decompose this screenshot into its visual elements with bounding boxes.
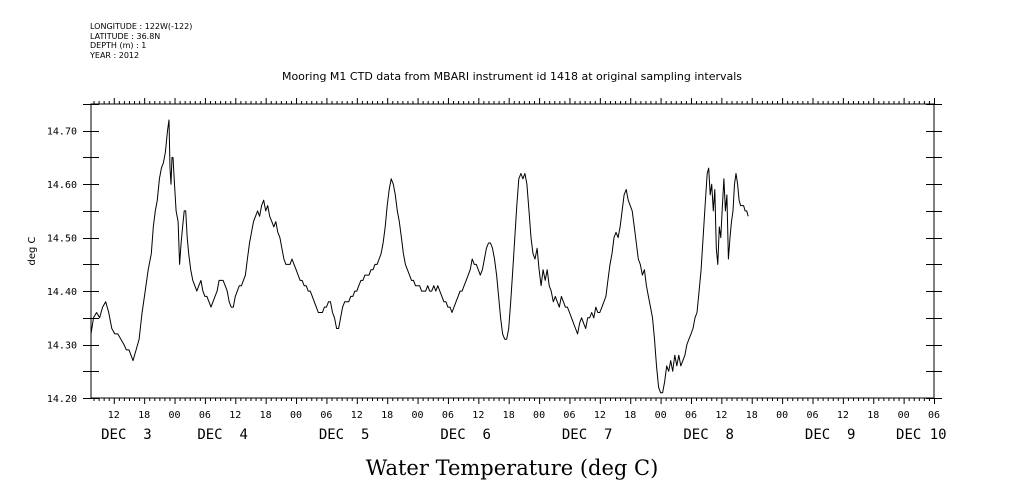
y-tick-label: 14.50 (47, 234, 77, 245)
x-hour-label: 06 (199, 410, 211, 421)
x-day-label: DEC 7 (562, 427, 613, 443)
x-day-label: DEC 6 (440, 427, 491, 443)
x-hour-label: 12 (594, 410, 606, 421)
x-hour-label: 18 (503, 410, 515, 421)
temperature-series-line (90, 119, 749, 394)
x-hour-label: 12 (715, 410, 727, 421)
x-hour-label: 18 (624, 410, 636, 421)
x-hour-label: 12 (837, 410, 849, 421)
x-hour-label: 06 (320, 410, 332, 421)
x-hour-label: 00 (776, 410, 788, 421)
x-day-label: DEC 10 (896, 427, 947, 443)
axes: 14.20 14.30 14.40 14.50 14.60 14.70 12 18 00 06 12… (47, 98, 947, 443)
x-hour-label: 00 (898, 410, 910, 421)
x-hour-label: 06 (442, 410, 454, 421)
y-tick-label: 14.40 (47, 287, 77, 298)
x-hour-label: 00 (412, 410, 424, 421)
y-tick-label: 14.30 (47, 341, 77, 352)
x-hour-label: 12 (229, 410, 241, 421)
latitude-label: LATITUDE : 36.8N (90, 31, 161, 41)
metadata-block: LONGITUDE : 122W(-122) LATITUDE : 36.8N … (90, 22, 192, 60)
x-hour-label: 18 (381, 410, 393, 421)
x-hour-label: 06 (806, 410, 818, 421)
series-layer (90, 119, 749, 394)
x-hour-label: 06 (685, 410, 697, 421)
depth-label: DEPTH (m) : 1 (90, 41, 147, 50)
y-axis-label: deg C (27, 236, 38, 265)
x-axis-label: Water Temperature (deg C) (366, 456, 659, 480)
x-day-label: DEC 9 (805, 427, 856, 443)
x-day-label: DEC 5 (319, 427, 370, 443)
x-hour-label: 18 (867, 410, 879, 421)
x-hour-label: 00 (655, 410, 667, 421)
x-hour-label: 06 (928, 410, 940, 421)
x-hour-label: 06 (563, 410, 575, 421)
x-hour-label: 12 (351, 410, 363, 421)
x-day-label: DEC 4 (197, 427, 248, 443)
y-tick-label: 14.70 (47, 127, 77, 138)
chart-title: Mooring M1 CTD data from MBARI instrumen… (282, 70, 742, 83)
y-tick-label: 14.60 (47, 180, 77, 191)
x-hour-label: 00 (533, 410, 545, 421)
x-day-label: DEC 3 (101, 427, 152, 443)
y-tick-label: 14.20 (47, 394, 77, 405)
x-hour-label: 12 (472, 410, 484, 421)
plot-frame (90, 103, 935, 399)
x-hour-label: 18 (138, 410, 150, 421)
x-day-label: DEC 8 (683, 427, 734, 443)
longitude-label: LONGITUDE : 122W(-122) (90, 22, 193, 31)
x-hour-label: 00 (169, 410, 181, 421)
x-hour-label: 18 (746, 410, 758, 421)
year-label: YEAR : 2012 (90, 50, 140, 60)
x-hour-label: 18 (260, 410, 272, 421)
x-hour-label: 00 (290, 410, 302, 421)
x-hour-label: 12 (108, 410, 120, 421)
